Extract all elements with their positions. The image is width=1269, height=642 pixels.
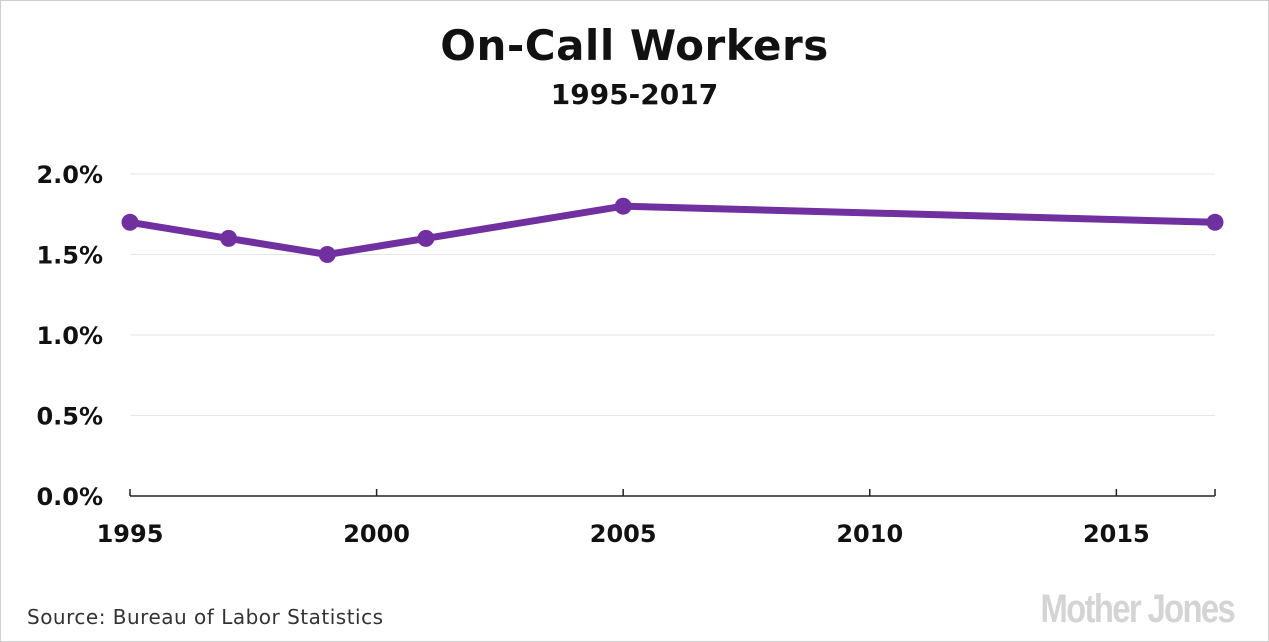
data-point	[220, 229, 238, 247]
chart-subtitle: 1995-2017	[550, 78, 719, 111]
gridlines	[130, 173, 1215, 416]
chart-title: On-Call Workers	[440, 21, 829, 70]
line-chart: 0.0% 0.5% 1.0% 1.5% 2.0% 1995 2000 2005 2010 201…	[36, 161, 1224, 548]
y-tick-label: 1.0%	[36, 322, 103, 350]
y-tick-label: 2.0%	[36, 161, 103, 189]
data-point	[614, 197, 632, 215]
x-tick-label: 2010	[836, 520, 903, 548]
series-line	[126, 202, 1219, 258]
series-path	[126, 202, 1219, 258]
y-tick-labels: 0.0% 0.5% 1.0% 1.5% 2.0%	[36, 161, 103, 511]
x-tick-labels: 1995 2000 2005 2010 2015	[97, 520, 1150, 548]
data-points	[121, 197, 1224, 263]
y-tick-label: 1.5%	[36, 242, 103, 270]
x-tick-label: 1995	[97, 520, 164, 548]
data-point	[417, 229, 435, 247]
brand-logo: Mother Jones	[1040, 587, 1235, 631]
x-tick-label: 2015	[1083, 520, 1150, 548]
x-tick-label: 2000	[343, 520, 410, 548]
y-tick-label: 0.5%	[36, 403, 103, 431]
data-point	[1206, 213, 1224, 231]
x-tick-label: 2005	[590, 520, 657, 548]
source-note: Source: Bureau of Labor Statistics	[27, 605, 384, 629]
data-point	[318, 246, 336, 263]
data-point	[121, 213, 139, 231]
x-axis	[129, 489, 1216, 497]
y-tick-label: 0.0%	[36, 483, 103, 511]
